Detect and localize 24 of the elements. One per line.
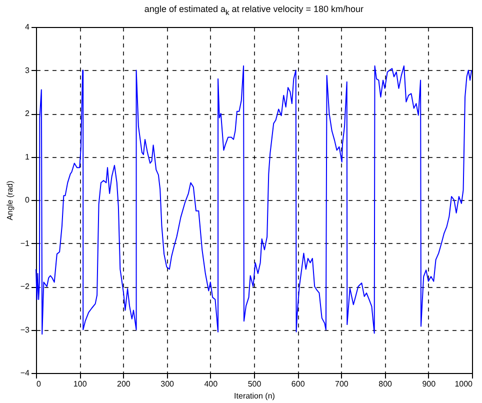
y-tick-label: 4 bbox=[25, 22, 30, 32]
y-tick-label: 3 bbox=[25, 66, 30, 75]
y-tick-label: −3 bbox=[20, 325, 30, 334]
x-tick-label: 1000 bbox=[454, 380, 474, 388]
y-tick-label: 2 bbox=[25, 109, 30, 118]
x-tick-label: 200 bbox=[117, 380, 131, 388]
y-tick-label: 0 bbox=[25, 196, 30, 204]
x-tick-label: 500 bbox=[248, 380, 262, 388]
x-tick-label: 100 bbox=[73, 380, 88, 388]
y-axis-title: Angle (rad) bbox=[5, 180, 14, 220]
x-tick-label: 700 bbox=[335, 380, 349, 388]
x-tick-label: 900 bbox=[422, 380, 436, 388]
line-series bbox=[36, 65, 472, 335]
y-tick-label: −2 bbox=[20, 282, 30, 291]
y-tick-label: −4 bbox=[20, 368, 30, 378]
y-tick-label: 1 bbox=[25, 152, 30, 162]
x-tick-label: 400 bbox=[204, 380, 218, 388]
chart-title: angle of estimated a$_{k}$ at relative velocity = 180 km/hour bbox=[143, 4, 365, 17]
x-tick-label: 800 bbox=[378, 380, 393, 388]
x-tick-label: 600 bbox=[291, 380, 306, 388]
y-tick-label: −1 bbox=[20, 238, 30, 248]
x-axis-title: Iteration (n) bbox=[234, 392, 276, 400]
x-tick-label: 0 bbox=[36, 380, 42, 388]
x-tick-label: 300 bbox=[160, 380, 175, 388]
